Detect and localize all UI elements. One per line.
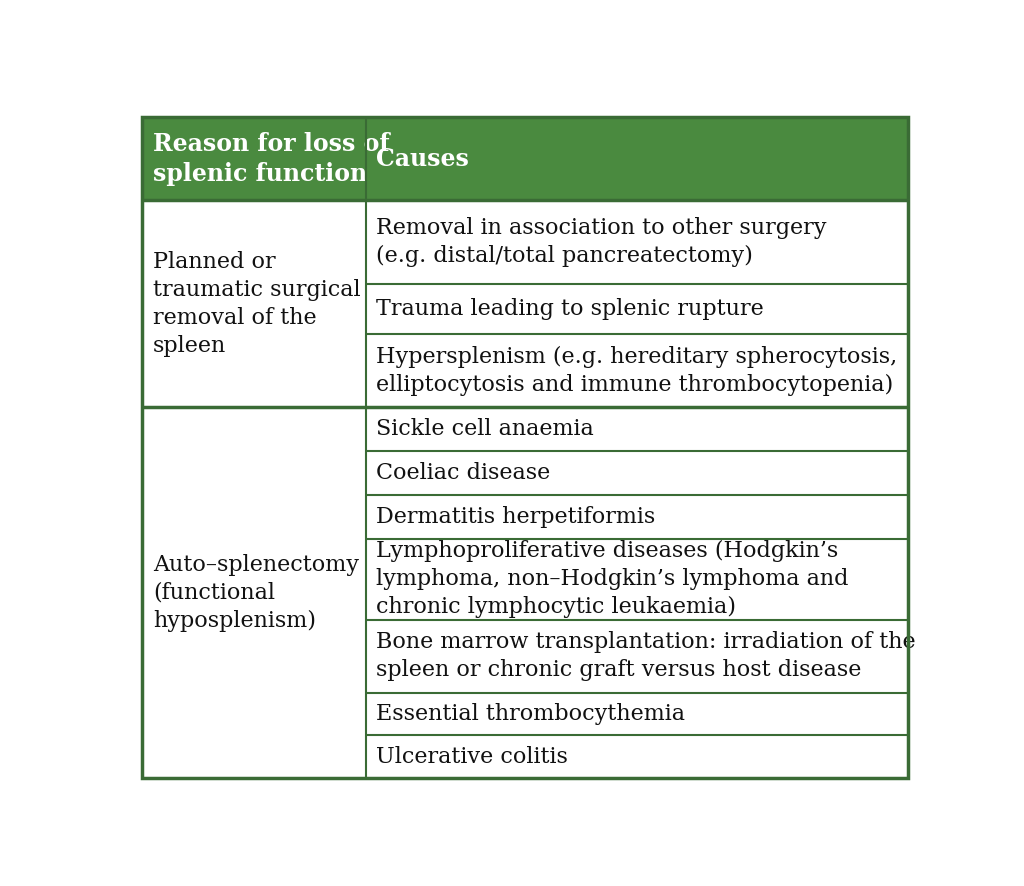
Bar [142, 200, 907, 408]
Text: Lymphoproliferative diseases (Hodgkin’s
lymphoma, non–Hodgkin’s lymphoma and
chr: Lymphoproliferative diseases (Hodgkin’s … [377, 540, 849, 618]
Text: Planned or
traumatic surgical
removal of the
spleen: Planned or traumatic surgical removal of… [153, 251, 360, 357]
Text: Removal in association to other surgery
(e.g. distal/total pancreatectomy): Removal in association to other surgery … [377, 217, 827, 268]
Bar [142, 408, 907, 778]
Text: Auto–splenectomy
(functional
hyposplenism): Auto–splenectomy (functional hyposplenis… [153, 554, 358, 632]
Text: Trauma leading to splenic rupture: Trauma leading to splenic rupture [377, 299, 764, 321]
Text: Essential thrombocythemia: Essential thrombocythemia [377, 703, 685, 725]
Bar [142, 117, 907, 200]
Text: Hypersplenism (e.g. hereditary spherocytosis,
elliptocytosis and immune thromboc: Hypersplenism (e.g. hereditary spherocyt… [377, 346, 898, 396]
Text: Causes: Causes [377, 147, 469, 171]
Text: Bone marrow transplantation: irradiation of the
spleen or chronic graft versus h: Bone marrow transplantation: irradiation… [377, 632, 916, 681]
Text: Dermatitis herpetiformis: Dermatitis herpetiformis [377, 506, 655, 528]
Text: Ulcerative colitis: Ulcerative colitis [377, 745, 568, 767]
Text: Coeliac disease: Coeliac disease [377, 462, 551, 485]
Text: Reason for loss of
splenic function: Reason for loss of splenic function [153, 132, 389, 185]
Text: Sickle cell anaemia: Sickle cell anaemia [377, 418, 594, 440]
